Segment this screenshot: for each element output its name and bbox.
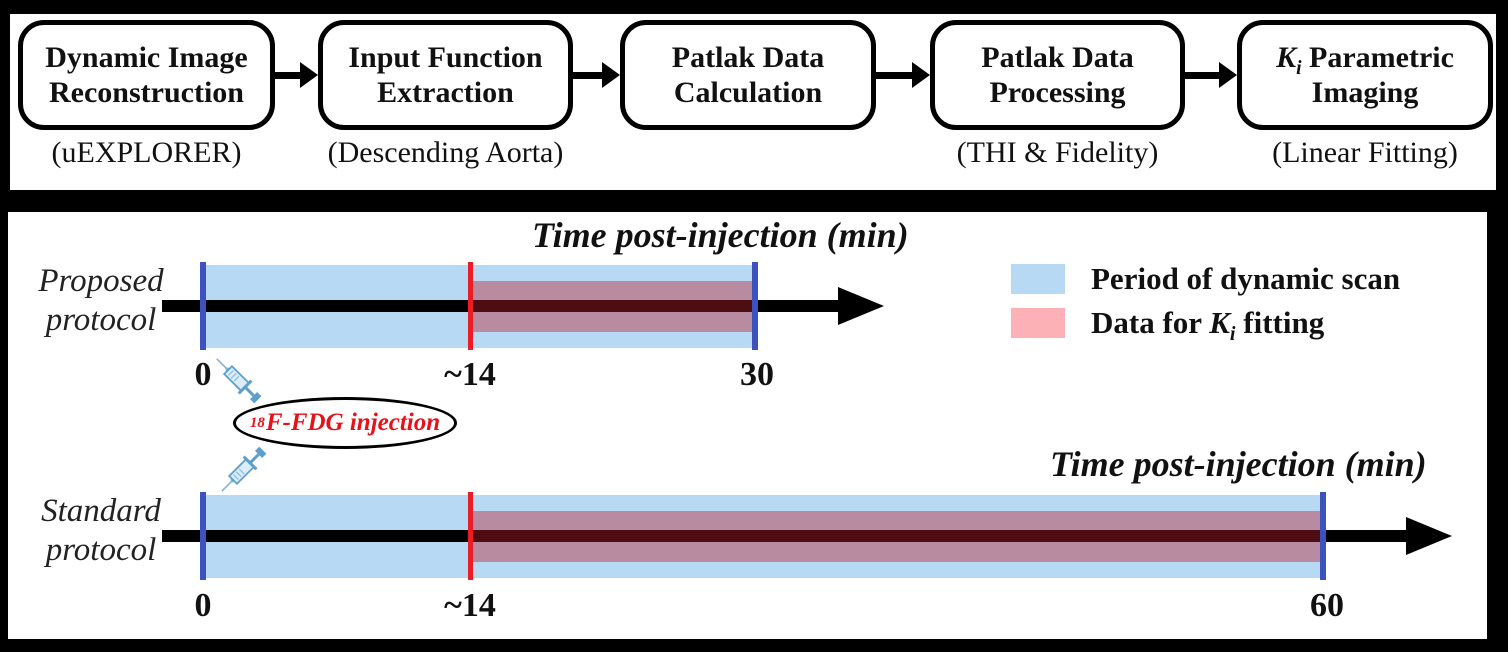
standard-tick-60: 60: [1310, 587, 1344, 624]
legend: Period of dynamic scan Data for Ki fitti…: [1011, 261, 1400, 349]
syringe-icon: [216, 358, 262, 404]
proposed-tick-0: 0: [194, 356, 212, 393]
legend-row-fit: Data for Ki fitting: [1011, 305, 1400, 346]
proposed-tick-14: ~14: [444, 356, 496, 393]
proposed-tick-30: 30: [740, 356, 774, 393]
legend-swatch-scan: [1011, 264, 1065, 294]
standard-scan-start-marker: [200, 492, 206, 580]
ki-symbol: K: [1209, 305, 1230, 340]
proposed-scan-end-marker: [752, 262, 758, 350]
protocol-timeline-panel: Time post-injection (min) Time post-inje…: [8, 212, 1487, 639]
legend-label-scan: Period of dynamic scan: [1091, 261, 1401, 296]
flow-caption-uexplorer: (uEXPLORER): [51, 136, 242, 169]
ki-symbol: K: [1276, 40, 1297, 74]
legend-row-scan: Period of dynamic scan: [1011, 261, 1400, 297]
ki-subscript: i: [1296, 57, 1302, 79]
flow-box-label: Dynamic Image Reconstruction: [45, 40, 248, 109]
standard-time-axis: [162, 530, 1408, 542]
flow-box-patlak-data-calculation: Patlak Data Calculation: [620, 20, 876, 130]
proposed-fit-data-band: [470, 281, 755, 332]
flow-box-ki-parametric-imaging: Ki Parametric Imaging: [1237, 20, 1493, 130]
syringe-icon: [221, 446, 267, 492]
standard-scan-end-marker: [1320, 492, 1326, 580]
isotope-superscript: 18: [249, 414, 265, 431]
proposed-time-axis-arrowhead-icon: [838, 287, 884, 325]
flow-caption-linear-fitting: (Linear Fitting): [1272, 136, 1458, 169]
flow-caption-thi-fidelity: (THI & Fidelity): [956, 136, 1159, 169]
flow-box-label: Input Function Extraction: [348, 40, 543, 109]
flow-box-label-text: Parametric Imaging: [1309, 40, 1454, 109]
flow-box-dynamic-image-reconstruction: Dynamic Image Reconstruction: [18, 20, 275, 130]
flow-box-input-function-extraction: Input Function Extraction: [318, 20, 573, 130]
proposed-fit-start-marker: [468, 262, 473, 350]
row-label-standard-protocol: Standard protocol: [41, 493, 161, 568]
flow-arrow-icon: [876, 62, 930, 88]
flow-box-label: Patlak Data Calculation: [671, 40, 825, 109]
flow-arrow-icon: [573, 62, 620, 88]
flow-box-label: Ki Parametric Imaging: [1276, 40, 1454, 110]
standard-fit-data-band: [470, 511, 1323, 562]
axis-title-proposed: Time post-injection (min): [532, 215, 909, 255]
axis-title-standard: Time post-injection (min): [1050, 444, 1427, 484]
legend-label-fit: Data for Ki fitting: [1091, 305, 1325, 346]
proposed-time-axis: [162, 300, 842, 312]
standard-fit-start-marker: [468, 492, 473, 580]
proposed-scan-start-marker: [200, 262, 206, 350]
row-label-proposed-protocol: Proposed protocol: [38, 263, 164, 338]
flow-caption-descending-aorta: (Descending Aorta): [327, 136, 564, 169]
flow-arrow-icon: [275, 62, 318, 88]
flow-box-label: Patlak Data Processing: [981, 40, 1134, 109]
flow-box-patlak-data-processing: Patlak Data Processing: [930, 20, 1185, 130]
flowchart-panel: Dynamic Image Reconstruction Input Funct…: [10, 14, 1496, 190]
flow-arrow-icon: [1185, 62, 1237, 88]
ki-subscript: i: [1229, 323, 1236, 346]
injection-label-oval: 18 F-FDG injection: [233, 397, 457, 449]
injection-label-text: F-FDG injection: [265, 409, 441, 436]
standard-tick-0: 0: [194, 587, 212, 624]
legend-swatch-fit: [1011, 308, 1065, 338]
standard-time-axis-arrowhead-icon: [1406, 517, 1452, 555]
standard-tick-14: ~14: [444, 587, 496, 624]
